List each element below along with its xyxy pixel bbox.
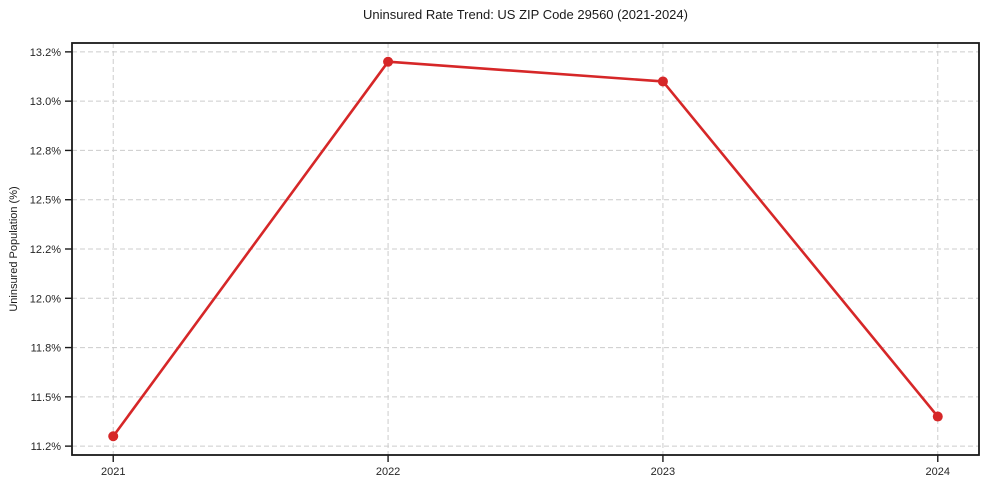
y-tick-label: 12.0% — [30, 293, 61, 305]
x-tick-label: 2021 — [101, 466, 125, 478]
y-tick-label: 11.5% — [31, 392, 62, 404]
data-point-marker — [657, 76, 668, 87]
data-point-marker — [108, 431, 119, 442]
y-tick-label: 12.2% — [30, 244, 61, 256]
y-tick-label: 11.2% — [31, 441, 62, 453]
y-tick-label: 13.0% — [30, 96, 61, 108]
x-tick-label: 2024 — [926, 466, 950, 478]
data-point-marker — [383, 56, 394, 67]
x-tick-label: 2022 — [376, 466, 400, 478]
y-tick-label: 13.2% — [30, 47, 61, 59]
data-point-marker — [932, 411, 943, 422]
x-tick-label: 2023 — [651, 466, 675, 478]
chart-title: Uninsured Rate Trend: US ZIP Code 29560 … — [363, 7, 688, 22]
y-tick-label: 12.8% — [30, 145, 61, 157]
trend-line — [111, 60, 940, 438]
y-tick-label: 11.8% — [31, 343, 62, 355]
y-tick-label: 12.5% — [30, 195, 61, 207]
